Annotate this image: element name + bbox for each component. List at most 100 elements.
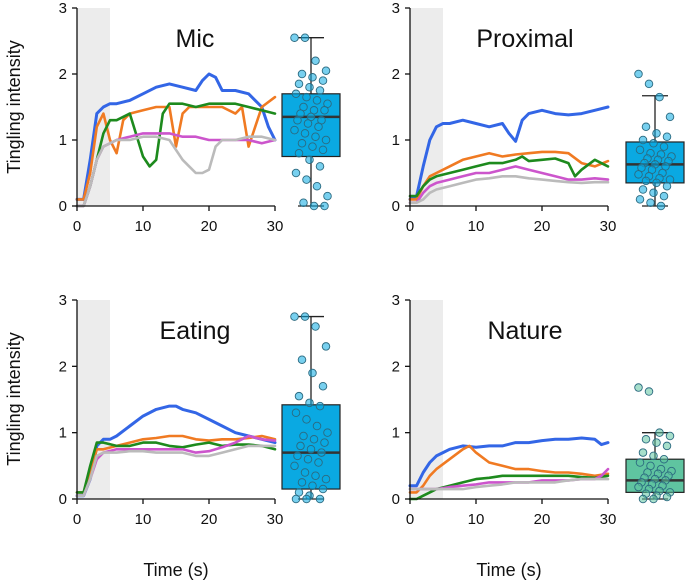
box-data-point [291,89,301,99]
y-axis-label: Tingling intensity [4,40,24,173]
x-tick-label: 10 [468,511,485,528]
series-line-green [75,441,277,494]
box-data-point [294,148,304,158]
box-data-point [321,474,331,484]
box-data-point [320,106,329,115]
box-data-point [296,441,305,451]
box-data-point [302,494,311,504]
box-data-point [321,342,331,351]
box-data-point [323,191,332,201]
box-data-point [311,322,320,331]
box-data-point [634,482,643,492]
box-data-point [311,471,320,481]
x-tick-label: 10 [468,218,485,235]
box-data-point [311,132,320,141]
box-data-point [300,33,310,42]
series-line-gray [408,477,610,491]
x-tick-label: 10 [135,218,152,235]
box-data-point [312,421,322,431]
box-data-point [323,428,332,437]
box-data-point [290,312,299,321]
panel-title: Eating [160,317,231,345]
series-line-green [75,102,277,208]
box-data-point [293,115,302,125]
box-plot [625,383,685,504]
x-tick-label: 10 [135,511,152,528]
box-plot [281,312,341,504]
y-tick-label: 1 [392,132,400,149]
x-tick-label: 20 [534,218,551,235]
y-tick-label: 2 [392,66,400,83]
series-line-pink [408,165,610,204]
y-tick-label: 2 [392,358,400,375]
box-data-point [659,191,669,201]
box-data-point [652,129,661,138]
box-data-point [312,181,322,191]
box-data-point [318,76,328,85]
box-data-point [638,448,648,457]
y-tick-label: 3 [59,0,67,17]
y-tick-label: 3 [59,292,67,309]
y-tick-label: 2 [59,66,67,83]
box-data-point [315,494,325,504]
box-data-point [320,201,329,211]
box-data-point [297,139,307,148]
box-data-point [294,79,304,89]
x-tick-label: 0 [406,218,414,235]
box-data-point [634,69,643,79]
series-line-gray [75,135,277,208]
box-data-point [641,176,651,186]
box-data-point [659,454,669,464]
box-data-point [291,168,301,178]
box-plot [625,69,685,211]
x-axis-label: Time (s) [476,560,541,580]
y-axis-label: Tingling intensity [4,332,24,465]
box-data-point [665,431,675,441]
box-data-point [308,73,317,82]
box-data-point [635,145,645,155]
box-data-point [291,494,301,504]
series-line-orange [75,95,277,201]
box-data-point [315,401,325,411]
y-tick-label: 1 [59,425,67,442]
box-data-point [300,129,310,138]
box-data-point [297,478,307,487]
box-data-point [290,33,299,42]
box-data-point [652,438,661,447]
box-data-point [297,355,307,364]
box-data-point [318,145,328,155]
y-tick-label: 0 [392,491,400,508]
box-data-point [634,170,643,179]
box-data-point [314,122,323,132]
box-data-point [638,135,648,145]
box-data-point [655,428,664,437]
box-data-point [638,185,648,194]
box-data-point [318,381,328,391]
box-data-point [306,445,316,454]
box-data-point [655,92,664,102]
box-data-point [294,391,304,401]
box-data-point [649,494,658,504]
x-tick-label: 20 [201,218,218,235]
x-tick-label: 0 [73,218,81,235]
box-data-point [662,441,672,451]
box-data-point [635,195,645,204]
series-line-gray [75,444,277,497]
box-data-point [299,198,308,207]
series-line-orange [408,150,610,201]
box-data-point [303,119,313,128]
x-axis-label: Time (s) [143,560,208,580]
box-data-point [297,69,307,79]
x-tick-label: 0 [406,511,414,528]
panel-title: Mic [176,25,215,53]
box-data-point [290,125,299,135]
box-data-point [302,175,311,184]
box-data-point [644,79,654,89]
box-data-point [305,82,314,92]
y-tick-label: 1 [59,132,67,149]
